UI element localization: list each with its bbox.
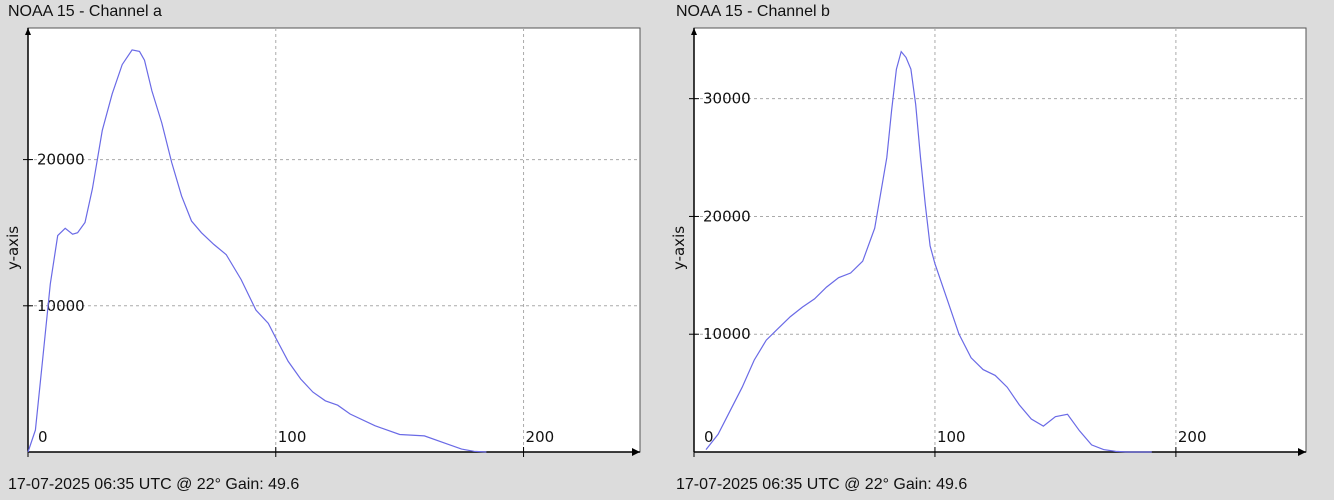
chart-title: NOAA 15 - Channel a (8, 3, 162, 20)
y-tick-label: 10000 (37, 297, 85, 315)
x-tick-label: 100 (937, 428, 966, 446)
chart-title: NOAA 15 - Channel b (676, 3, 830, 20)
y-axis-label: y-axis (4, 226, 22, 270)
chart-channel-b: 0 100 200 10000 20000 30000 y-axis (670, 27, 1307, 457)
plot-area (27, 27, 641, 453)
x-tick-label: 100 (278, 428, 307, 446)
x-tick-label: 0 (38, 428, 48, 446)
x-tick-label: 200 (526, 428, 555, 446)
y-tick-label: 20000 (37, 151, 85, 169)
y-axis-arrow (691, 28, 697, 35)
x-tick-label: 0 (704, 428, 714, 446)
y-tick-label: 10000 (703, 325, 751, 343)
series-line (27, 49, 487, 453)
x-axis-arrow (1298, 448, 1306, 456)
series-line (705, 50, 1152, 453)
x-axis-arrow (632, 448, 640, 456)
y-tick-label: 30000 (703, 90, 751, 108)
y-axis-label: y-axis (670, 226, 688, 270)
chart-footer: 17-07-2025 06:35 UTC @ 22° Gain: 49.6 (8, 476, 300, 493)
plot-area (693, 27, 1307, 453)
x-tick-label: 200 (1178, 428, 1207, 446)
chart-channel-a: 0 100 200 10000 20000 y-axis (4, 27, 641, 457)
chart-footer: 17-07-2025 06:35 UTC @ 22° Gain: 49.6 (676, 476, 968, 493)
y-tick-label: 20000 (703, 207, 751, 225)
y-axis-arrow (25, 28, 31, 35)
